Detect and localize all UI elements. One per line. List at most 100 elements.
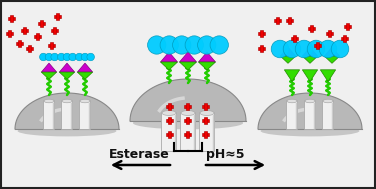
FancyBboxPatch shape [258, 32, 265, 36]
FancyBboxPatch shape [274, 19, 282, 23]
Circle shape [81, 53, 89, 61]
FancyBboxPatch shape [55, 15, 62, 19]
Circle shape [148, 36, 166, 54]
FancyBboxPatch shape [341, 37, 349, 41]
Polygon shape [41, 63, 57, 72]
FancyBboxPatch shape [200, 112, 214, 152]
Circle shape [173, 36, 191, 54]
FancyBboxPatch shape [260, 30, 264, 38]
Circle shape [51, 53, 58, 61]
FancyBboxPatch shape [50, 42, 54, 50]
Polygon shape [284, 70, 300, 81]
FancyBboxPatch shape [18, 40, 22, 48]
FancyBboxPatch shape [308, 27, 315, 31]
Ellipse shape [287, 99, 297, 103]
FancyBboxPatch shape [326, 32, 334, 36]
Circle shape [39, 53, 47, 61]
Ellipse shape [305, 99, 315, 103]
Circle shape [271, 40, 289, 58]
Ellipse shape [18, 126, 117, 136]
FancyBboxPatch shape [10, 15, 14, 23]
FancyBboxPatch shape [168, 131, 172, 139]
Ellipse shape [133, 117, 243, 129]
FancyBboxPatch shape [346, 23, 350, 31]
FancyBboxPatch shape [276, 17, 280, 25]
Polygon shape [258, 93, 362, 129]
FancyBboxPatch shape [344, 25, 352, 29]
Circle shape [160, 36, 179, 54]
FancyBboxPatch shape [314, 44, 321, 48]
Polygon shape [302, 47, 318, 56]
FancyBboxPatch shape [186, 131, 190, 139]
FancyBboxPatch shape [44, 101, 55, 129]
FancyBboxPatch shape [287, 101, 297, 129]
FancyBboxPatch shape [79, 101, 91, 129]
FancyBboxPatch shape [6, 32, 14, 36]
Polygon shape [302, 56, 318, 63]
FancyBboxPatch shape [167, 105, 174, 109]
Ellipse shape [261, 126, 359, 136]
Ellipse shape [44, 99, 54, 103]
FancyBboxPatch shape [8, 17, 15, 21]
Circle shape [283, 40, 301, 58]
Polygon shape [59, 72, 75, 79]
FancyBboxPatch shape [343, 35, 347, 43]
FancyBboxPatch shape [180, 112, 196, 152]
FancyBboxPatch shape [162, 112, 176, 152]
FancyBboxPatch shape [52, 29, 59, 33]
FancyBboxPatch shape [305, 101, 315, 129]
Polygon shape [324, 56, 340, 63]
FancyBboxPatch shape [184, 105, 192, 109]
Circle shape [69, 53, 76, 61]
Polygon shape [77, 63, 92, 72]
Ellipse shape [181, 111, 195, 115]
FancyBboxPatch shape [168, 117, 172, 125]
FancyBboxPatch shape [202, 133, 209, 137]
Ellipse shape [323, 99, 333, 103]
FancyBboxPatch shape [204, 131, 208, 139]
Ellipse shape [80, 99, 90, 103]
FancyBboxPatch shape [23, 27, 27, 35]
Circle shape [185, 36, 203, 54]
Polygon shape [302, 70, 318, 81]
Polygon shape [41, 72, 57, 79]
FancyBboxPatch shape [202, 105, 209, 109]
FancyBboxPatch shape [28, 45, 32, 53]
FancyBboxPatch shape [293, 35, 297, 43]
FancyBboxPatch shape [260, 45, 264, 53]
Polygon shape [15, 93, 119, 129]
Polygon shape [199, 52, 215, 62]
Polygon shape [320, 70, 336, 81]
FancyBboxPatch shape [40, 20, 44, 28]
FancyBboxPatch shape [168, 103, 172, 111]
FancyBboxPatch shape [328, 30, 332, 38]
FancyBboxPatch shape [186, 117, 190, 125]
FancyBboxPatch shape [184, 119, 192, 123]
FancyBboxPatch shape [184, 133, 192, 137]
Polygon shape [77, 72, 92, 79]
Text: Esterase: Esterase [109, 148, 170, 161]
Circle shape [210, 36, 228, 54]
FancyBboxPatch shape [202, 119, 209, 123]
Circle shape [63, 53, 71, 61]
FancyBboxPatch shape [21, 29, 29, 33]
Polygon shape [179, 52, 197, 62]
FancyBboxPatch shape [204, 117, 208, 125]
FancyBboxPatch shape [186, 103, 190, 111]
FancyBboxPatch shape [38, 22, 45, 26]
FancyBboxPatch shape [8, 30, 12, 38]
Circle shape [331, 40, 349, 58]
Polygon shape [179, 62, 197, 70]
Circle shape [87, 53, 94, 61]
Polygon shape [199, 62, 215, 70]
FancyBboxPatch shape [62, 101, 73, 129]
Circle shape [319, 40, 337, 58]
Polygon shape [59, 63, 75, 72]
FancyBboxPatch shape [291, 37, 299, 41]
FancyBboxPatch shape [288, 17, 292, 25]
FancyBboxPatch shape [316, 42, 320, 50]
Polygon shape [324, 47, 340, 56]
FancyBboxPatch shape [204, 103, 208, 111]
Circle shape [76, 53, 83, 61]
Text: pH≈5: pH≈5 [206, 148, 244, 161]
